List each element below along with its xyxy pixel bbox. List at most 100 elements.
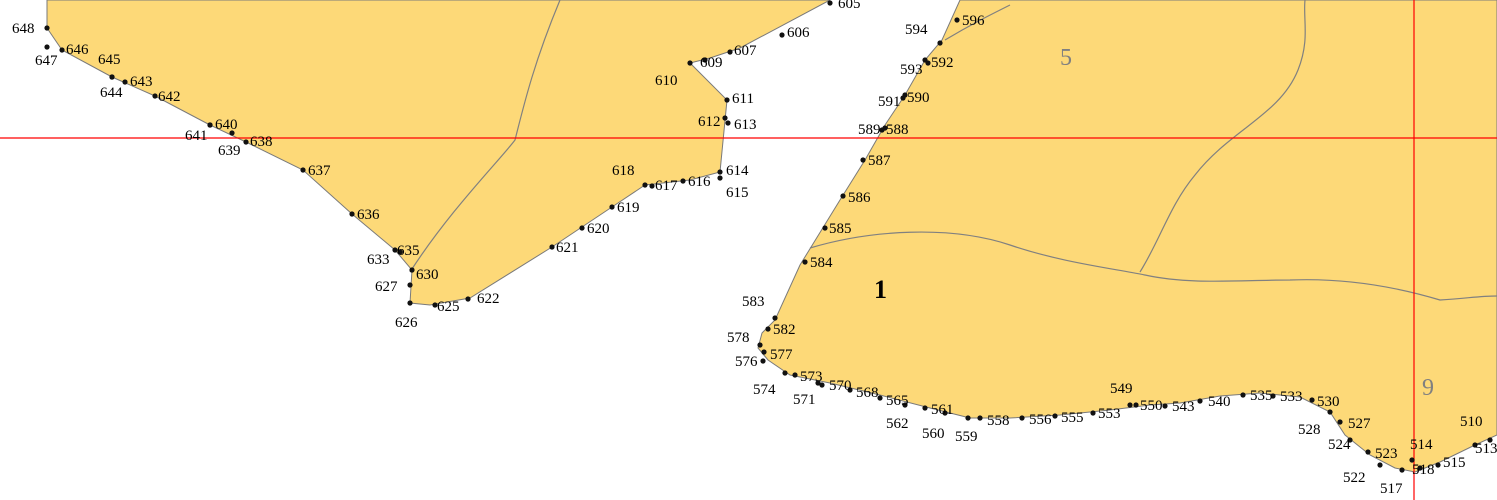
vertex-618 bbox=[642, 182, 648, 188]
vertex-558 bbox=[977, 415, 983, 421]
vertex-559 bbox=[965, 415, 971, 421]
vertex-617 bbox=[649, 183, 655, 189]
vertex-556 bbox=[1019, 415, 1025, 421]
vertex-607 bbox=[727, 49, 733, 55]
vertex-549 bbox=[1127, 402, 1133, 408]
point-label-638: 638 bbox=[250, 134, 273, 150]
point-label-527: 527 bbox=[1348, 416, 1371, 432]
vertex-577 bbox=[761, 349, 767, 355]
vertex-583 bbox=[772, 315, 778, 321]
point-label-517: 517 bbox=[1380, 481, 1403, 497]
vertex-585 bbox=[822, 225, 828, 231]
vertex-574 bbox=[782, 370, 788, 376]
point-label-612: 612 bbox=[698, 114, 721, 130]
vertex-533 bbox=[1270, 393, 1276, 399]
point-label-591: 591 bbox=[878, 94, 901, 110]
vertex-606 bbox=[779, 32, 785, 38]
point-label-577: 577 bbox=[770, 347, 793, 363]
point-label-568: 568 bbox=[856, 385, 879, 401]
point-label-556: 556 bbox=[1029, 412, 1052, 428]
point-label-574: 574 bbox=[753, 382, 776, 398]
point-label-543: 543 bbox=[1172, 399, 1195, 415]
vertex-524 bbox=[1347, 437, 1353, 443]
vertex-636 bbox=[349, 211, 355, 217]
vertex-627 bbox=[407, 282, 413, 288]
point-label-565: 565 bbox=[886, 393, 909, 409]
point-label-614: 614 bbox=[726, 163, 749, 179]
point-label-625: 625 bbox=[437, 299, 460, 315]
point-label-613: 613 bbox=[734, 117, 757, 133]
point-label-560: 560 bbox=[922, 426, 945, 442]
vertex-609 bbox=[702, 57, 708, 63]
vertex-573 bbox=[792, 372, 798, 378]
point-label-584: 584 bbox=[810, 255, 833, 271]
point-label-576: 576 bbox=[735, 354, 758, 370]
vertex-605 bbox=[827, 0, 833, 6]
vertex-578 bbox=[757, 342, 763, 348]
point-label-644: 644 bbox=[100, 85, 123, 101]
parcel-label-5: 5 bbox=[1060, 45, 1072, 71]
point-label-627: 627 bbox=[375, 279, 398, 295]
point-label-588: 588 bbox=[886, 122, 909, 138]
boundary-line-north bbox=[944, 4, 1011, 41]
point-label-513: 513 bbox=[1475, 441, 1497, 457]
vertex-633 bbox=[392, 247, 398, 253]
vertex-515 bbox=[1435, 462, 1441, 468]
point-label-559: 559 bbox=[955, 429, 978, 445]
point-label-514: 514 bbox=[1410, 437, 1433, 453]
vertex-571 bbox=[815, 380, 821, 386]
vertex-576 bbox=[760, 358, 766, 364]
point-label-646: 646 bbox=[66, 42, 89, 58]
point-label-522: 522 bbox=[1343, 470, 1366, 486]
point-label-510: 510 bbox=[1460, 414, 1483, 430]
vertex-616 bbox=[680, 178, 686, 184]
point-label-615: 615 bbox=[726, 185, 749, 201]
vertex-635 bbox=[397, 249, 403, 255]
vertex-621 bbox=[549, 244, 555, 250]
vertex-620 bbox=[579, 225, 585, 231]
vertex-642 bbox=[152, 93, 158, 99]
vertex-535 bbox=[1240, 392, 1246, 398]
vertex-646 bbox=[59, 47, 65, 53]
vertex-560 bbox=[942, 410, 948, 416]
point-label-570: 570 bbox=[829, 378, 852, 394]
vertex-643 bbox=[122, 79, 128, 85]
point-label-630: 630 bbox=[416, 267, 439, 283]
point-label-626: 626 bbox=[395, 315, 418, 331]
vertex-543 bbox=[1162, 403, 1168, 409]
vertex-611 bbox=[724, 97, 730, 103]
point-label-561: 561 bbox=[931, 402, 954, 418]
vertex-647 bbox=[44, 44, 50, 50]
point-label-610: 610 bbox=[655, 73, 678, 89]
point-label-640: 640 bbox=[215, 117, 238, 133]
point-label-586: 586 bbox=[848, 190, 871, 206]
vertex-530 bbox=[1309, 397, 1315, 403]
vertex-630 bbox=[409, 267, 415, 273]
point-label-635: 635 bbox=[397, 243, 420, 259]
point-label-622: 622 bbox=[477, 291, 500, 307]
point-label-535: 535 bbox=[1250, 388, 1273, 404]
vertex-517 bbox=[1399, 467, 1405, 473]
point-label-633: 633 bbox=[367, 252, 390, 268]
point-label-617: 617 bbox=[655, 178, 678, 194]
vertex-522 bbox=[1377, 462, 1383, 468]
vertex-596 bbox=[954, 17, 960, 23]
point-label-620: 620 bbox=[587, 221, 610, 237]
vertex-626 bbox=[407, 300, 413, 306]
vertex-514 bbox=[1409, 457, 1415, 463]
point-label-555: 555 bbox=[1061, 410, 1084, 426]
vertex-markers bbox=[44, 0, 1493, 473]
point-label-642: 642 bbox=[158, 89, 181, 105]
vertex-510 bbox=[1472, 442, 1478, 448]
point-label-593: 593 bbox=[900, 62, 923, 78]
point-label-636: 636 bbox=[357, 207, 380, 223]
vertex-590 bbox=[900, 95, 906, 101]
point-label-550: 550 bbox=[1140, 398, 1163, 414]
point-label-558: 558 bbox=[987, 413, 1010, 429]
point-label-573: 573 bbox=[800, 369, 823, 385]
vertex-637 bbox=[300, 167, 306, 173]
point-label-540: 540 bbox=[1208, 394, 1231, 410]
point-label-533: 533 bbox=[1280, 389, 1303, 405]
vertex-523 bbox=[1365, 449, 1371, 455]
vertex-638 bbox=[243, 139, 249, 145]
